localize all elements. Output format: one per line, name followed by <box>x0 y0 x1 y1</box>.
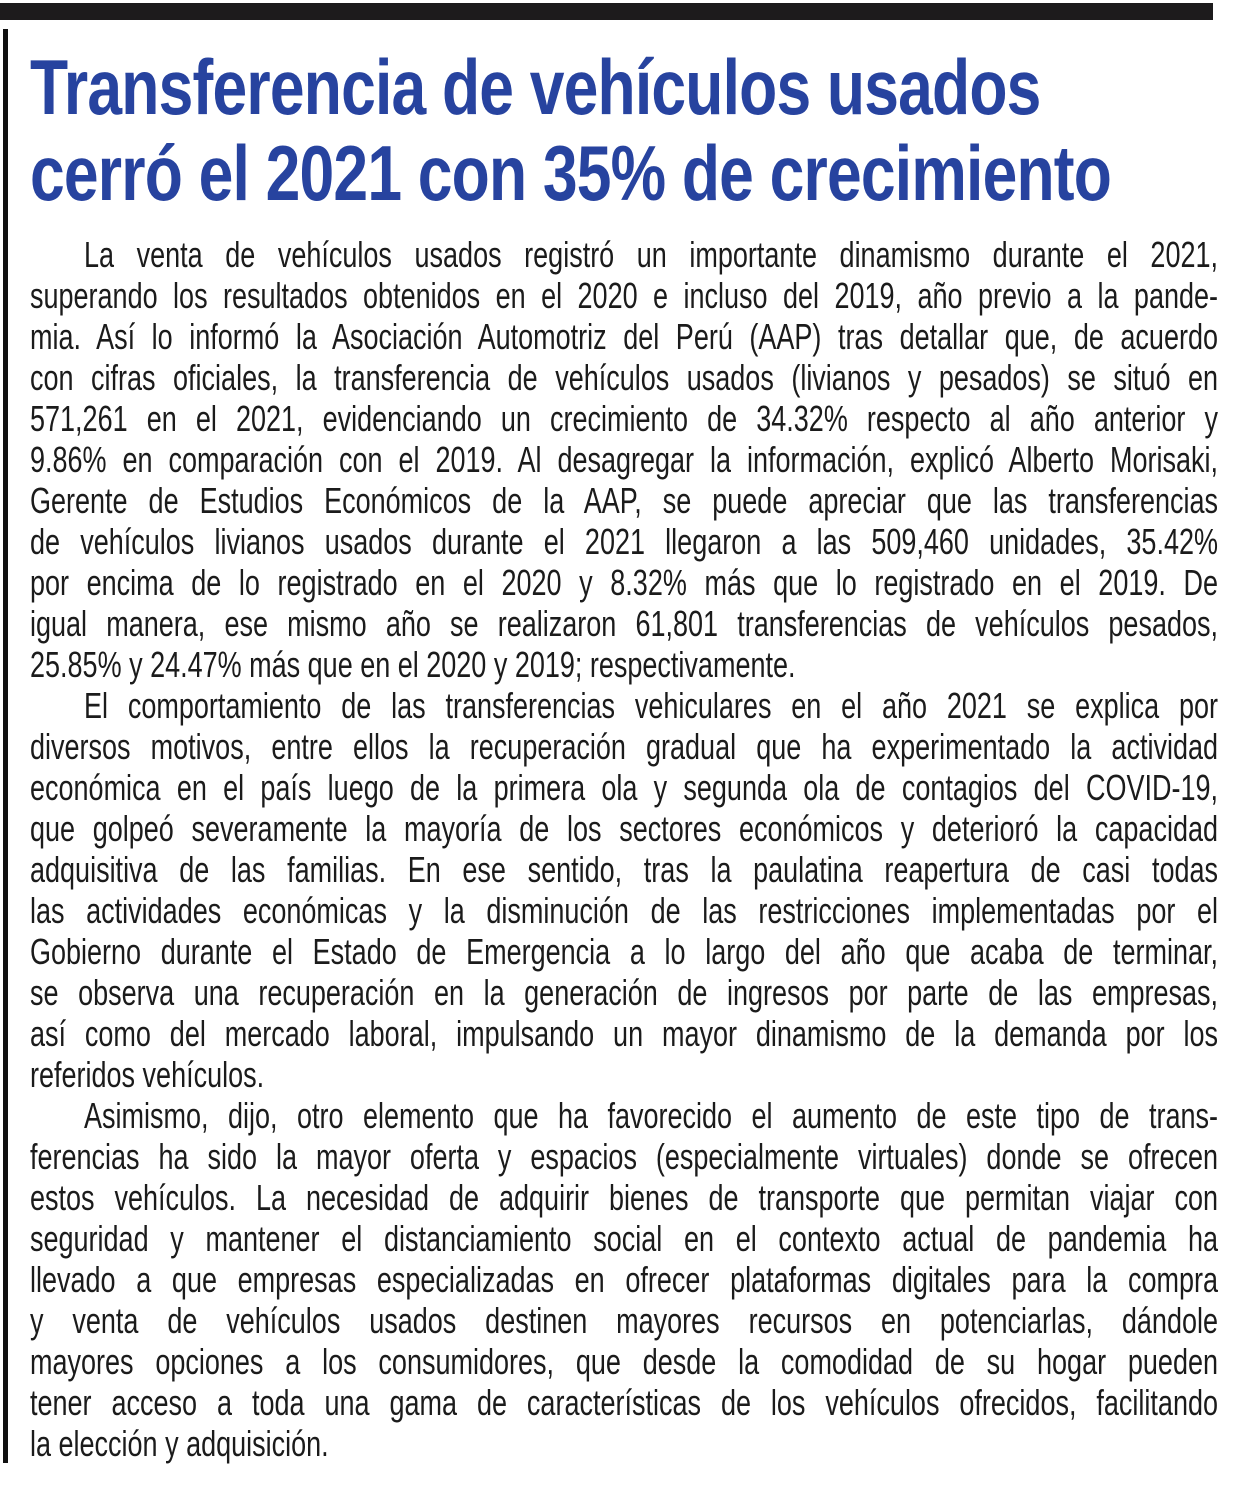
article-body: La venta de vehículos usados registró un… <box>30 234 1220 1464</box>
text-line: La venta de vehículos usados registró un… <box>84 234 1218 275</box>
text-line: 25.85% y 24.47% más que en el 2020 y 201… <box>30 644 796 685</box>
left-edge-rule <box>3 29 8 1463</box>
text-line: ferencias ha sido la mayor oferta y espa… <box>30 1136 1218 1177</box>
text-line: por encima de lo registrado en el 2020 y… <box>30 562 1218 603</box>
text-line: diversos motivos, entre ellos la recuper… <box>30 726 1218 767</box>
text-line: que golpeó severamente la mayoría de los… <box>30 808 1218 849</box>
text-line: con cifras oficiales, la transferencia d… <box>30 357 1218 398</box>
paragraph-1: La venta de vehículos usados registró un… <box>30 234 1218 685</box>
text-line: las actividades económicas y la disminuc… <box>30 890 1218 931</box>
text-line: se observa una recuperación en la genera… <box>30 972 1218 1013</box>
text-line: la elección y adquisición. <box>30 1423 329 1464</box>
text-line: superando los resultados obtenidos en el… <box>30 275 1218 316</box>
text-line: llevado a que empresas especializadas en… <box>30 1259 1218 1300</box>
text-line: mayores opciones a los consumidores, que… <box>30 1341 1218 1382</box>
headline: Transferencia de vehículos usados cerró … <box>30 44 1252 216</box>
text-line: igual manera, ese mismo año se realizaro… <box>30 603 1218 644</box>
text-line: 571,261 en el 2021, evidenciando un crec… <box>30 398 1218 439</box>
text-line: Gobierno durante el Estado de Emergencia… <box>30 931 1218 972</box>
headline-line-2: cerró el 2021 con 35% de crecimiento <box>30 129 1112 217</box>
text-line: referidos vehículos. <box>30 1054 265 1095</box>
top-divider-bar <box>0 3 1213 20</box>
text-line: seguridad y mantener el distanciamiento … <box>30 1218 1218 1259</box>
text-line: y venta de vehículos usados destinen may… <box>30 1300 1218 1341</box>
text-line: El comportamiento de las transferencias … <box>84 685 1218 726</box>
text-line: adquisitiva de las familias. En ese sent… <box>30 849 1218 890</box>
text-line: así como del mercado laboral, impulsando… <box>30 1013 1218 1054</box>
headline-line-1: Transferencia de vehículos usados <box>30 43 1041 131</box>
text-line: tener acceso a toda una gama de caracter… <box>30 1382 1218 1423</box>
text-line: Asimismo, dijo, otro elemento que ha fav… <box>84 1095 1218 1136</box>
text-line: económica en el país luego de la primera… <box>30 767 1218 808</box>
text-line: mia. Así lo informó la Asociación Automo… <box>30 316 1218 357</box>
paragraph-3: Asimismo, dijo, otro elemento que ha fav… <box>30 1095 1218 1464</box>
text-line: de vehículos livianos usados durante el … <box>30 521 1218 562</box>
text-line: estos vehículos. La necesidad de adquiri… <box>30 1177 1218 1218</box>
text-line: Gerente de Estudios Económicos de la AAP… <box>30 480 1218 521</box>
text-line: 9.86% en comparación con el 2019. Al des… <box>30 439 1218 480</box>
paragraph-2: El comportamiento de las transferencias … <box>30 685 1218 1095</box>
